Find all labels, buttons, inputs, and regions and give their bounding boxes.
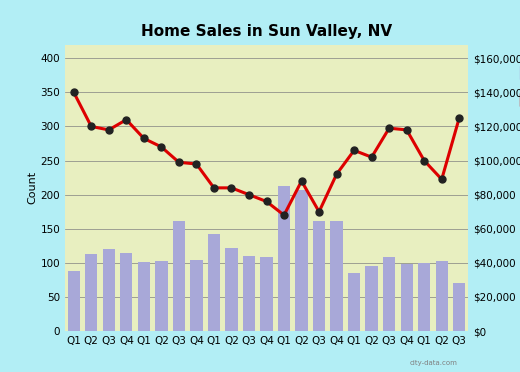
Bar [138,262,150,331]
Bar [261,257,272,331]
Bar [243,256,255,331]
Bar [278,186,290,331]
Bar [155,261,167,331]
Bar [383,257,395,331]
Bar [418,263,431,331]
Title: Home Sales in Sun Valley, NV: Home Sales in Sun Valley, NV [141,24,392,39]
Bar [225,248,238,331]
Bar [85,254,97,331]
Legend: Count of
Home Sales
per Quarter, Median Price: Count of Home Sales per Quarter, Median … [515,50,520,111]
Bar [348,273,360,331]
Bar [330,221,343,331]
Bar [102,249,115,331]
Bar [366,266,378,331]
Bar [400,264,413,331]
Y-axis label: Count: Count [28,171,37,205]
Bar [453,283,465,331]
Bar [208,234,220,331]
Bar [120,253,133,331]
Bar [190,260,203,331]
Bar [436,261,448,331]
Bar [173,221,185,331]
Bar [295,190,308,331]
Bar [313,221,325,331]
Bar [68,271,80,331]
Text: city-data.com: city-data.com [410,360,458,366]
